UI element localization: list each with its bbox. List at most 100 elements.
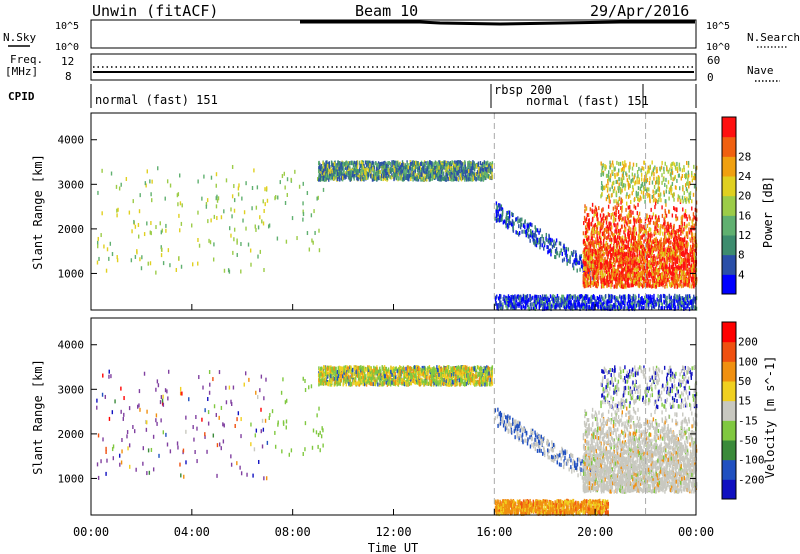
- echo-point: [694, 248, 696, 253]
- echo-point: [579, 306, 581, 311]
- echo-point: [197, 210, 199, 215]
- echo-point: [417, 172, 419, 177]
- echo-point: [643, 239, 645, 244]
- echo-point: [364, 168, 366, 173]
- echo-point: [638, 255, 641, 260]
- echo-point: [340, 167, 342, 172]
- echo-point: [197, 261, 199, 266]
- echo-point: [538, 237, 541, 242]
- echo-point: [342, 163, 344, 168]
- echo-point: [675, 249, 678, 254]
- echo-point: [662, 231, 664, 236]
- echo-point: [633, 266, 635, 271]
- echo-point: [633, 273, 635, 278]
- echo-point: [143, 232, 146, 237]
- echo-point: [602, 306, 604, 311]
- echo-point: [505, 216, 507, 221]
- echo-point: [449, 171, 451, 176]
- echo-point: [438, 165, 440, 170]
- echo-point: [687, 295, 690, 300]
- echo-point: [590, 230, 593, 235]
- echo-point: [595, 280, 597, 285]
- echo-point: [682, 252, 685, 257]
- echo-point: [361, 167, 363, 172]
- echo-point: [435, 166, 437, 171]
- echo-point: [694, 305, 697, 310]
- echo-point: [527, 305, 529, 310]
- echo-point: [454, 176, 457, 181]
- echo-point: [686, 217, 688, 222]
- echo-point: [377, 169, 379, 174]
- echo-point: [380, 177, 382, 182]
- echo-point: [628, 268, 631, 273]
- echo-point: [509, 303, 511, 308]
- echo-point: [633, 217, 635, 222]
- echo-point: [646, 298, 648, 303]
- echo-point: [659, 295, 661, 300]
- echo-point: [625, 239, 628, 244]
- echo-point: [549, 237, 552, 242]
- echo-point: [236, 240, 238, 245]
- echo-point: [481, 174, 483, 179]
- echo-point: [515, 230, 517, 235]
- echo-point: [532, 295, 534, 300]
- echo-point: [413, 167, 415, 172]
- echo-point: [512, 228, 515, 233]
- echo-point: [650, 254, 652, 259]
- echo-point: [632, 296, 634, 301]
- echo-point: [608, 260, 611, 265]
- echo-point: [618, 277, 620, 282]
- echo-point: [635, 295, 637, 300]
- echo-point: [546, 245, 548, 250]
- echo-point: [674, 249, 676, 254]
- echo-point: [359, 177, 362, 182]
- echo-point: [598, 221, 600, 226]
- echo-point: [505, 212, 508, 217]
- echo-point: [529, 222, 532, 227]
- echo-point: [640, 271, 642, 276]
- echo-point: [484, 163, 486, 168]
- echo-point: [438, 177, 440, 182]
- echo-point: [488, 174, 490, 179]
- echo-point: [680, 279, 682, 284]
- echo-point: [662, 263, 664, 268]
- echo-point: [610, 230, 613, 235]
- echo-point: [583, 254, 585, 259]
- echo-point: [495, 201, 498, 206]
- echo-point: [323, 162, 326, 167]
- echo-point: [178, 213, 180, 218]
- echo-point: [561, 294, 563, 299]
- echo-point: [532, 306, 535, 311]
- echo-point: [638, 219, 640, 224]
- echo-point: [670, 235, 673, 240]
- echo-point: [418, 171, 420, 176]
- echo-point: [541, 294, 544, 299]
- echo-point: [596, 278, 599, 283]
- echo-point: [647, 306, 650, 311]
- echo-point: [563, 257, 565, 262]
- echo-point: [314, 230, 316, 235]
- echo-point: [465, 174, 467, 179]
- echo-point: [257, 254, 259, 259]
- echo-point: [361, 162, 364, 167]
- echo-point: [542, 236, 545, 241]
- echo-point: [627, 260, 630, 265]
- echo-point: [531, 234, 533, 239]
- echo-point: [585, 300, 587, 305]
- echo-point: [324, 167, 326, 172]
- echo-point: [411, 167, 413, 172]
- echo-point: [205, 202, 208, 207]
- echo-point: [584, 233, 586, 238]
- echo-point: [253, 168, 255, 173]
- echo-point: [298, 184, 301, 189]
- echo-point: [602, 233, 605, 238]
- echo-point: [616, 243, 619, 248]
- echo-point: [627, 205, 630, 210]
- echo-point: [659, 229, 662, 234]
- echo-point: [623, 306, 625, 311]
- echo-point: [505, 220, 507, 225]
- echo-point: [440, 174, 442, 179]
- echo-point: [471, 162, 474, 167]
- echo-point: [356, 176, 358, 181]
- echo-point: [646, 249, 649, 254]
